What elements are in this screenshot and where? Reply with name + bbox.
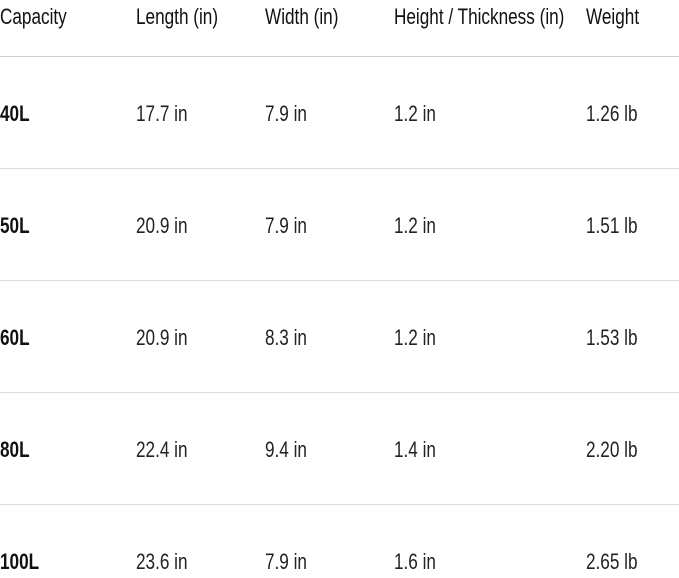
- table-row: 40L 17.7 in 7.9 in 1.2 in 1.26 lb: [0, 57, 679, 169]
- table-row: 60L 20.9 in 8.3 in 1.2 in 1.53 lb: [0, 281, 679, 393]
- header-height: Height / Thickness (in): [394, 4, 565, 29]
- cell-capacity: 100L: [0, 549, 40, 574]
- header-length: Length (in): [136, 4, 219, 29]
- cell-width: 7.9 in: [265, 101, 307, 126]
- cell-weight: 2.65 lb: [586, 549, 638, 574]
- cell-length: 23.6 in: [136, 549, 188, 574]
- cell-weight: 1.51 lb: [586, 213, 638, 238]
- table-row: 100L 23.6 in 7.9 in 1.6 in 2.65 lb: [0, 505, 679, 578]
- header-width: Width (in): [265, 4, 339, 29]
- cell-capacity: 60L: [0, 325, 30, 350]
- table-row: 80L 22.4 in 9.4 in 1.4 in 2.20 lb: [0, 393, 679, 505]
- header-capacity: Capacity: [0, 4, 67, 29]
- table-header-row: Capacity Length (in) Width (in) Height /…: [0, 0, 679, 57]
- cell-width: 9.4 in: [265, 437, 307, 462]
- cell-weight: 2.20 lb: [586, 437, 638, 462]
- cell-height: 1.2 in: [394, 101, 436, 126]
- cell-height: 1.6 in: [394, 549, 436, 574]
- cell-width: 8.3 in: [265, 325, 307, 350]
- cell-height: 1.2 in: [394, 325, 436, 350]
- cell-length: 20.9 in: [136, 325, 188, 350]
- cell-weight: 1.53 lb: [586, 325, 638, 350]
- cell-width: 7.9 in: [265, 213, 307, 238]
- cell-length: 17.7 in: [136, 101, 188, 126]
- cell-width: 7.9 in: [265, 549, 307, 574]
- table-row: 50L 20.9 in 7.9 in 1.2 in 1.51 lb: [0, 169, 679, 281]
- cell-weight: 1.26 lb: [586, 101, 638, 126]
- cell-capacity: 50L: [0, 213, 30, 238]
- cell-capacity: 80L: [0, 437, 30, 462]
- header-weight: Weight: [586, 4, 640, 29]
- cell-height: 1.4 in: [394, 437, 436, 462]
- cell-height: 1.2 in: [394, 213, 436, 238]
- cell-capacity: 40L: [0, 101, 30, 126]
- cell-length: 20.9 in: [136, 213, 188, 238]
- cell-length: 22.4 in: [136, 437, 188, 462]
